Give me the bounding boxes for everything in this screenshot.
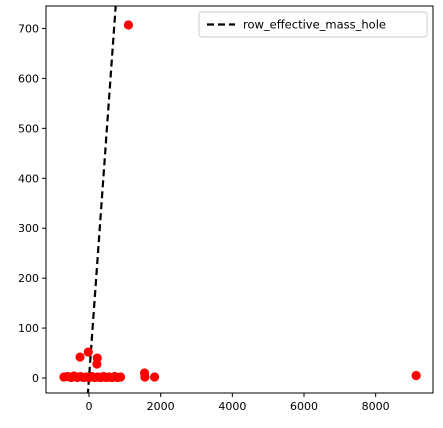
y-tick-label: 100 <box>18 322 39 335</box>
data-point <box>115 372 126 382</box>
x-tick-label: 6000 <box>290 400 318 413</box>
y-tick-label: 500 <box>18 122 39 135</box>
plot-frame <box>45 5 434 394</box>
data-point <box>149 372 160 382</box>
y-tick-label: 400 <box>18 172 39 185</box>
data-point <box>411 370 421 381</box>
reference-line <box>86 6 117 393</box>
data-point <box>140 372 150 382</box>
x-tick-label: 8000 <box>362 400 390 413</box>
x-tick-label: 4000 <box>218 400 246 413</box>
x-tick-label: 0 <box>86 400 93 413</box>
data-point <box>75 352 85 362</box>
y-tick-label: 200 <box>18 272 39 285</box>
y-tick-label: 300 <box>18 222 39 235</box>
legend-label: row_effective_mass_hole <box>243 18 386 32</box>
data-point <box>123 20 134 30</box>
y-tick-label: 0 <box>32 372 39 385</box>
y-tick-label: 700 <box>18 22 39 35</box>
data-point <box>83 347 93 357</box>
legend-box <box>198 11 428 38</box>
y-tick-label: 600 <box>18 72 39 85</box>
x-tick-label: 2000 <box>147 400 175 413</box>
data-point <box>92 359 102 369</box>
